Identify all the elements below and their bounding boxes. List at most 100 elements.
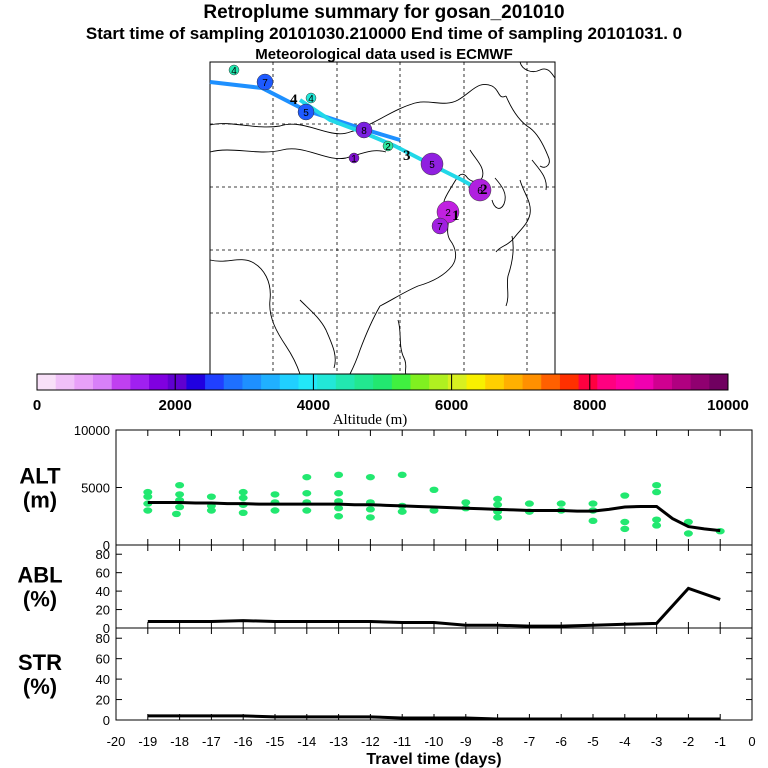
x-tick-label: -4 [619,734,631,749]
panel-unit: (%) [23,587,57,612]
altitude-point [206,507,216,514]
x-tick-label: -9 [460,734,472,749]
altitude-point [524,500,534,507]
altitude-point [556,500,566,507]
altitude-colorbar: 0 2000 4000 6000 8000 10000 Altitude (m) [33,373,749,428]
colorbar-cell [485,374,505,390]
altitude-point [429,486,439,493]
x-axis-title: Travel time (days) [366,751,501,768]
y-tick-label: 80 [96,547,110,562]
panel-label: ALT [19,464,61,489]
panel-unit: (%) [23,674,57,699]
altitude-point [397,508,407,515]
altitude-mean-line [147,500,721,533]
colorbar-cell [709,374,729,390]
colorbar-cell [671,374,692,390]
altitude-point [334,490,344,497]
altitude-point [683,530,693,537]
altitude-point [302,473,312,481]
y-tick-label: 20 [96,603,110,618]
x-tick-label: -12 [361,734,380,749]
x-tick-label: -14 [297,734,316,749]
day-label-1: 1 [452,208,460,224]
altitude-point [588,500,598,507]
colorbar-cell [391,374,412,390]
plume-marker [355,121,373,139]
colorbar-tick-label: 4000 [297,397,330,414]
altitude-point [365,514,375,521]
colorbar-cell [522,374,542,390]
altitude-point [493,514,503,521]
plume-marker [228,64,240,76]
y-tick-label: 0 [103,713,110,728]
y-tick-label: 80 [96,631,110,646]
colorbar-cells [37,374,729,390]
altitude-point [620,492,630,499]
day-label-3: 3 [403,148,411,164]
altitude-point [175,491,185,498]
day-label-2: 2 [480,182,488,198]
plume-marker-label: 7 [437,222,443,233]
plume-marker [436,200,460,224]
y-tick-label: 0 [103,621,110,636]
altitude-point [461,499,471,506]
x-tick-label: -20 [107,734,126,749]
colorbar-cell [167,374,187,390]
altitude-point [270,507,280,514]
altitude-point [143,488,153,496]
x-tick-label: -18 [170,734,189,749]
x-tick-label: -15 [266,734,285,749]
colorbar-cell [503,374,524,390]
y-tick-label: 40 [96,672,110,687]
colorbar-cell [298,374,318,390]
str-line [147,714,721,721]
altitude-point [588,517,598,525]
altitude-point [397,471,407,479]
colorbar-cell [205,374,225,390]
altitude-point [652,482,662,489]
altitude-point [206,493,216,500]
y-tick-label: 40 [96,584,110,599]
x-tick-label: -13 [329,734,348,749]
colorbar-cell [653,374,673,390]
colorbar-tick-label: 8000 [573,397,606,414]
colorbar-cell [186,374,206,390]
colorbar-tick-label: 6000 [435,397,468,414]
panel-label: ABL [17,563,62,588]
altitude-point [652,516,662,523]
plume-marker-label: 8 [361,126,367,137]
colorbar-ticks: 0 2000 4000 6000 8000 10000 [33,374,749,414]
colorbar-tick-label: 0 [33,397,41,414]
altitude-point [652,522,662,529]
y-tick-label: 10000 [74,423,110,438]
altitude-panel: ALT(m) 0 5000 10000 [19,423,753,553]
x-tick-label: -1 [714,734,726,749]
plume-marker [305,92,317,104]
colorbar-cell [373,374,393,390]
str-panel: STR(%) 0 20 40 60 80 [18,627,753,728]
altitude-point [334,513,344,520]
altitude-point [429,507,439,514]
y-tick-label: 0 [103,538,110,553]
y-tick-label: 20 [96,693,110,708]
altitude-point [683,518,693,526]
altitude-point [365,473,375,481]
colorbar-cell [242,374,262,390]
plume-marker [382,140,394,152]
y-tick-label: 60 [96,566,110,581]
x-tick-label: -7 [524,734,536,749]
x-tick-label: -3 [651,734,663,749]
altitude-point [620,525,630,533]
altitude-point [238,488,248,496]
altitude-point [493,495,503,503]
colorbar-cell [74,374,94,390]
altitude-point [334,471,344,479]
colorbar-cell [111,374,131,390]
colorbar-tick-label: 10000 [707,397,749,414]
chart-title: Retroplume summary for gosan_201010 [203,2,565,23]
altitude-point [238,509,248,516]
colorbar-cell [429,374,449,390]
